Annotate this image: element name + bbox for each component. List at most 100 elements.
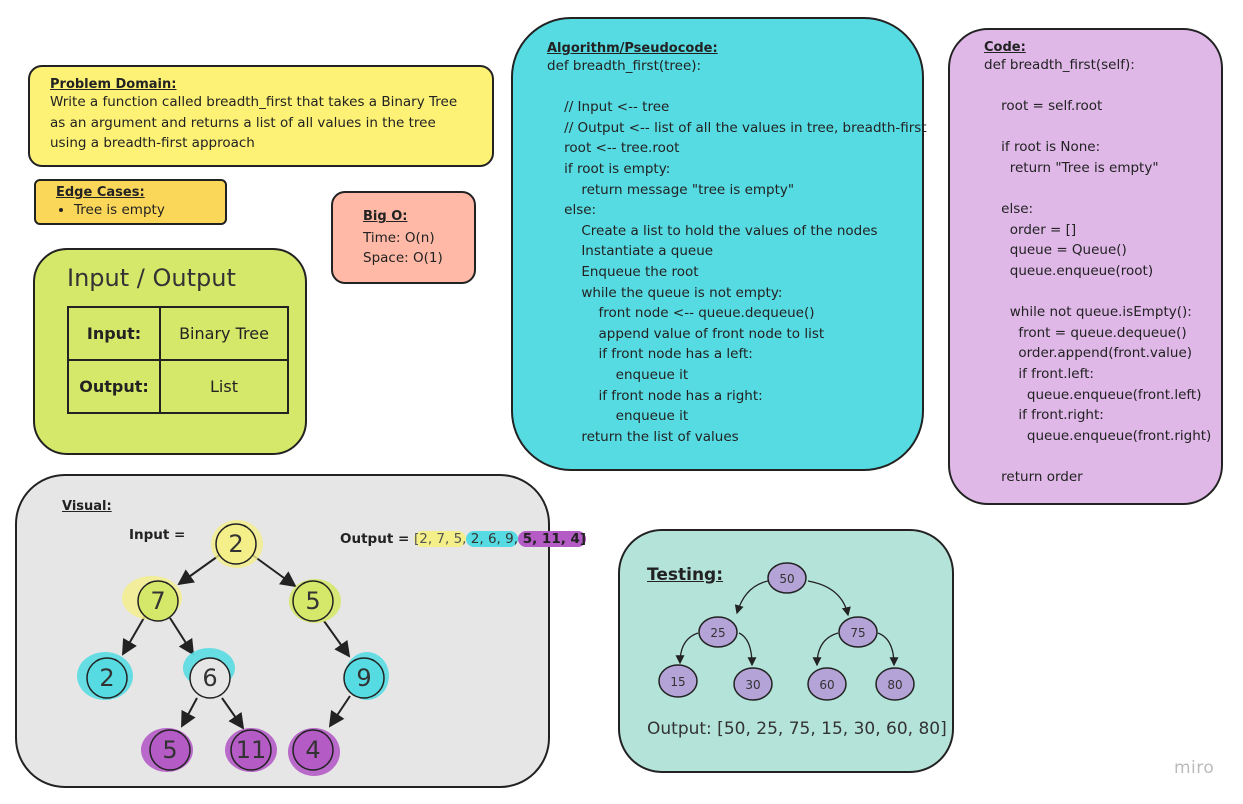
pseudocode-line: def breadth_first(tree): xyxy=(547,58,702,74)
input-value: Binary Tree xyxy=(159,306,289,361)
problem-domain-text: Write a function called breadth_first th… xyxy=(50,94,458,151)
output-value: List xyxy=(159,359,289,414)
output-part-level-1-2: [2, 7, 5, xyxy=(413,531,467,547)
test-tree-node-label: 80 xyxy=(887,678,902,692)
code-line xyxy=(984,446,1187,467)
table-row: Input: Binary Tree xyxy=(67,306,289,361)
input-output-title: Input / Output xyxy=(67,264,236,292)
code-line xyxy=(984,76,1187,97)
pseudocode-line: root <-- tree.root xyxy=(547,140,680,157)
edge-arrow xyxy=(250,553,297,588)
tree-node xyxy=(189,657,231,699)
pseudocode-line: if front node has a right: xyxy=(547,387,763,404)
edge-arrow xyxy=(738,632,757,667)
pseudocode-line: enqueue it xyxy=(547,366,689,383)
testing-heading: Testing: xyxy=(647,565,724,585)
pseudocode-line: if root is empty: xyxy=(547,160,671,177)
edge-arrow xyxy=(812,632,839,667)
tree-node xyxy=(86,657,128,699)
tree-node xyxy=(215,523,257,565)
code-line: if front.left: xyxy=(984,365,1094,382)
tree-node xyxy=(149,729,191,771)
algorithm-card: Algorithm/Pseudocode: def breadth_first(… xyxy=(511,17,927,471)
edge-case-item: Tree is empty xyxy=(74,202,205,218)
code-line: return "Tree is empty" xyxy=(984,159,1159,176)
input-label: Input: xyxy=(67,306,161,361)
output-part-level-3: 2, 6, 9, xyxy=(466,531,518,547)
code-block: def breadth_first(self): root = self.roo… xyxy=(984,55,1212,487)
pseudocode-line: // Input <-- tree xyxy=(547,99,670,116)
tree-node xyxy=(137,580,179,622)
edge-arrow xyxy=(807,580,851,617)
code-line xyxy=(984,282,1187,303)
pseudocode-line: else: xyxy=(547,202,597,219)
input-output-card: Input / Output Input: Binary Tree Output… xyxy=(33,248,307,455)
visual-input-label: Input = xyxy=(129,527,186,543)
code-line: queue.enqueue(front.right) xyxy=(984,427,1212,444)
pseudocode-line: return the list of values xyxy=(547,428,739,445)
code-line xyxy=(984,117,1187,138)
test-tree-node xyxy=(658,664,698,698)
visual-output-label: Output = xyxy=(340,531,410,547)
code-line: order = [] xyxy=(984,221,1077,238)
edge-arrow xyxy=(221,697,245,730)
problem-domain-heading: Problem Domain: xyxy=(50,77,177,92)
pseudocode-line xyxy=(547,77,888,98)
big-o-heading: Big O: xyxy=(363,209,408,224)
edge-arrow xyxy=(675,632,699,665)
edge-arrow xyxy=(181,697,198,728)
tree-node-label: 2 xyxy=(228,530,243,558)
input-output-table: Input: Binary Tree Output: List xyxy=(67,306,289,414)
edge-arrow xyxy=(121,615,146,656)
visual-heading: Visual: xyxy=(62,499,112,514)
edge-arrow xyxy=(323,620,351,658)
miro-watermark: miro xyxy=(1174,758,1215,778)
test-tree-node xyxy=(838,616,878,648)
edge-cases-list: Tree is empty xyxy=(56,202,205,218)
tree-node-label: 5 xyxy=(305,587,320,615)
tree-node xyxy=(292,729,334,771)
testing-output: Output: [50, 25, 75, 15, 30, 60, 80] xyxy=(647,719,947,739)
edge-cases-heading: Edge Cases: xyxy=(56,185,145,200)
pseudocode-line: // Output <-- list of all the values in … xyxy=(547,119,927,136)
code-line: queue.enqueue(root) xyxy=(984,262,1154,279)
code-line: order.append(front.value) xyxy=(984,345,1193,362)
test-tree-node-label: 25 xyxy=(710,626,725,640)
pseudocode-line: front node <-- queue.dequeue() xyxy=(547,305,815,322)
tree-node-label: 9 xyxy=(356,664,371,692)
edge-arrow xyxy=(177,553,222,586)
code-line: def breadth_first(self): xyxy=(984,57,1135,73)
edge-arrow xyxy=(328,695,351,728)
pseudocode-line: enqueue it xyxy=(547,408,689,425)
test-tree-node-label: 50 xyxy=(779,572,794,586)
pseudocode-line: if front node has a left: xyxy=(547,346,753,363)
test-tree-node-label: 75 xyxy=(850,626,865,640)
big-o-space: Space: O(1) xyxy=(363,250,443,266)
code-line: else: xyxy=(984,201,1034,218)
code-line: if root is None: xyxy=(984,139,1101,156)
big-o-time: Time: O(n) xyxy=(363,229,435,246)
pseudocode-line: append value of front node to list xyxy=(547,325,825,342)
tree-node-label: 6 xyxy=(202,664,217,692)
test-tree-node xyxy=(807,667,847,701)
code-line: return order xyxy=(984,468,1083,485)
big-o-card: Big O: Time: O(n) Space: O(1) xyxy=(331,191,476,284)
visual-output: Output = [2, 7, 5, 2, 6, 9, 5, 11, 4] xyxy=(340,531,587,547)
test-tree-node xyxy=(733,667,773,701)
testing-card: Testing: 50 25 75 15 30 60 xyxy=(618,529,954,773)
test-tree-node xyxy=(698,616,738,648)
code-line: front = queue.dequeue() xyxy=(984,324,1187,341)
pseudocode-line: Create a list to hold the values of the … xyxy=(547,222,878,239)
pseudocode-line: Enqueue the root xyxy=(547,263,699,280)
problem-domain-card: Problem Domain: Write a function called … xyxy=(28,65,494,167)
tree-node-label: 11 xyxy=(236,736,267,764)
output-label: Output: xyxy=(67,359,161,414)
test-tree-node-label: 15 xyxy=(670,675,685,689)
test-tree-node-label: 60 xyxy=(819,678,834,692)
tree-node-label: 2 xyxy=(99,664,114,692)
code-line: queue = Queue() xyxy=(984,242,1127,259)
code-line xyxy=(984,179,1187,200)
tree-node xyxy=(230,729,272,771)
algorithm-heading: Algorithm/Pseudocode: xyxy=(547,41,718,56)
edge-arrow xyxy=(734,580,769,615)
